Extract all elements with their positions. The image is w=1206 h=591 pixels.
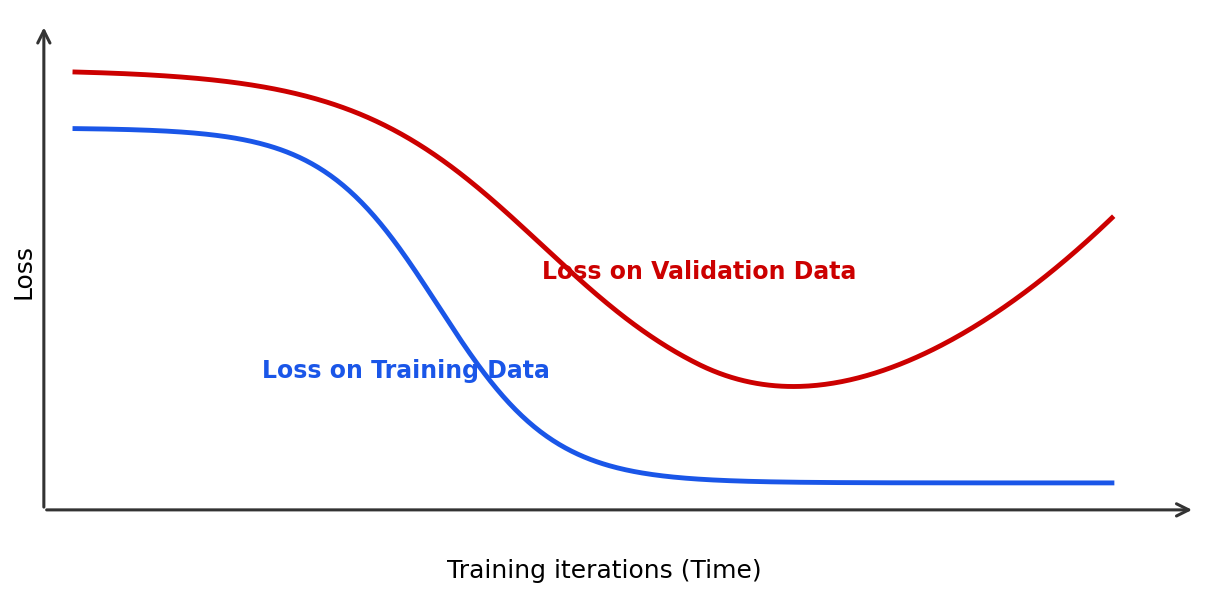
Text: Loss: Loss <box>11 244 35 299</box>
Text: Training iterations (Time): Training iterations (Time) <box>446 559 761 583</box>
Text: Loss on Validation Data: Loss on Validation Data <box>541 259 856 284</box>
Text: Loss on Training Data: Loss on Training Data <box>262 359 550 382</box>
